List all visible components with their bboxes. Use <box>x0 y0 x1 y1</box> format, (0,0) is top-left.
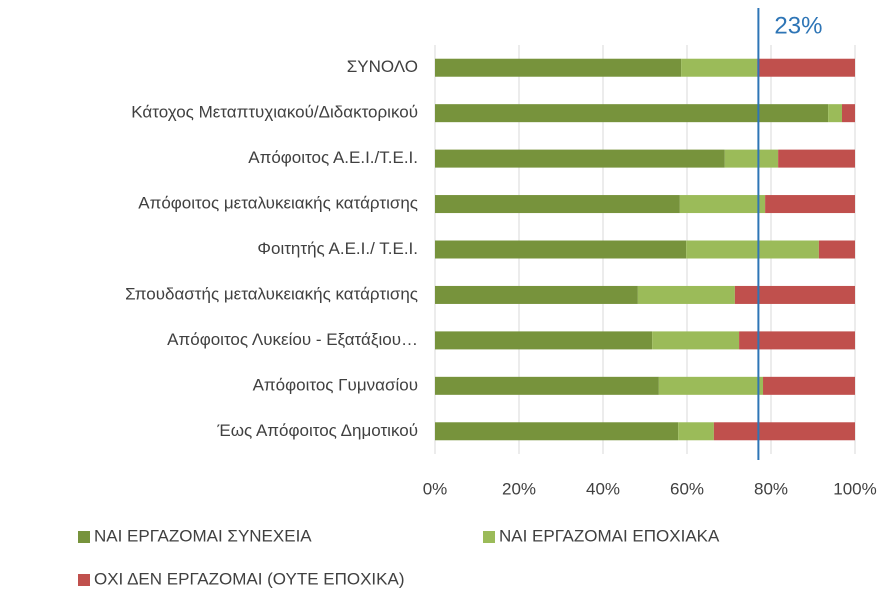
bar-segment <box>658 376 764 395</box>
x-tick-label: 40% <box>586 479 620 498</box>
bar-segment <box>652 331 740 350</box>
bar-segment <box>841 104 855 123</box>
x-tick-label: 80% <box>754 479 788 498</box>
bar-segment <box>435 240 687 259</box>
y-tick-label: Έως Απόφοιτος Δημοτικού <box>216 421 418 440</box>
bar-segment <box>435 58 682 77</box>
legend-swatch <box>483 531 495 543</box>
y-tick-label: Απόφοιτος μεταλυκειακής κατάρτισης <box>138 194 418 213</box>
bar-segment <box>724 149 779 168</box>
x-tick-label: 0% <box>423 479 448 498</box>
bar-segment <box>681 58 758 77</box>
bar-segment <box>713 422 855 441</box>
x-tick-label: 60% <box>670 479 704 498</box>
y-tick-label: Φοιτητής Α.Ε.Ι./ Τ.Ε.Ι. <box>257 239 418 258</box>
y-tick-label: Απόφοιτος Γυμνασίου <box>253 375 418 394</box>
bar-segment <box>435 149 725 168</box>
y-tick-label: Απόφοιτος Α.Ε.Ι./Τ.Ε.Ι. <box>248 148 418 167</box>
bar-segment <box>765 195 855 214</box>
bar-segment <box>757 58 855 77</box>
bar-segment <box>763 376 855 395</box>
bar-segment <box>637 285 735 304</box>
x-tick-label: 100% <box>833 479 876 498</box>
bar-segment <box>739 331 855 350</box>
bar-segment <box>686 240 819 259</box>
bar-segment <box>828 104 842 123</box>
y-tick-label: ΣΥΝΟΛΟ <box>347 57 418 76</box>
bar-segment <box>778 149 855 168</box>
reference-label: 23% <box>774 12 822 39</box>
legend-swatch <box>78 531 90 543</box>
bar-segment <box>679 195 766 214</box>
legend-label: ΝΑΙ ΕΡΓΑΖΟΜΑΙ ΕΠΟΧΙΑΚΑ <box>499 526 720 545</box>
y-tick-label: Απόφοιτος Λυκείου - Εξατάξιου… <box>167 330 418 349</box>
bar-segment <box>435 331 653 350</box>
bar-segment <box>678 422 714 441</box>
legend-swatch <box>78 574 90 586</box>
bar-segment <box>435 195 680 214</box>
x-tick-label: 20% <box>502 479 536 498</box>
bar-segment <box>435 422 679 441</box>
bar-segment <box>435 376 659 395</box>
bar-segment <box>435 104 829 123</box>
y-tick-label: Κάτοχος Μεταπτυχιακού/Διδακτορικού <box>131 103 418 122</box>
legend-label: ΝΑΙ ΕΡΓΑΖΟΜΑΙ ΣΥΝΕΧΕΙΑ <box>94 526 312 545</box>
bar-segment <box>435 285 638 304</box>
bar-segment <box>818 240 855 259</box>
bar-segment <box>734 285 855 304</box>
legend-label: ΟΧΙ ΔΕΝ ΕΡΓΑΖΟΜΑΙ (ΟΥΤΕ ΕΠΟΧΙΚΑ) <box>94 569 405 588</box>
y-tick-label: Σπουδαστής μεταλυκειακής κατάρτισης <box>125 284 418 303</box>
